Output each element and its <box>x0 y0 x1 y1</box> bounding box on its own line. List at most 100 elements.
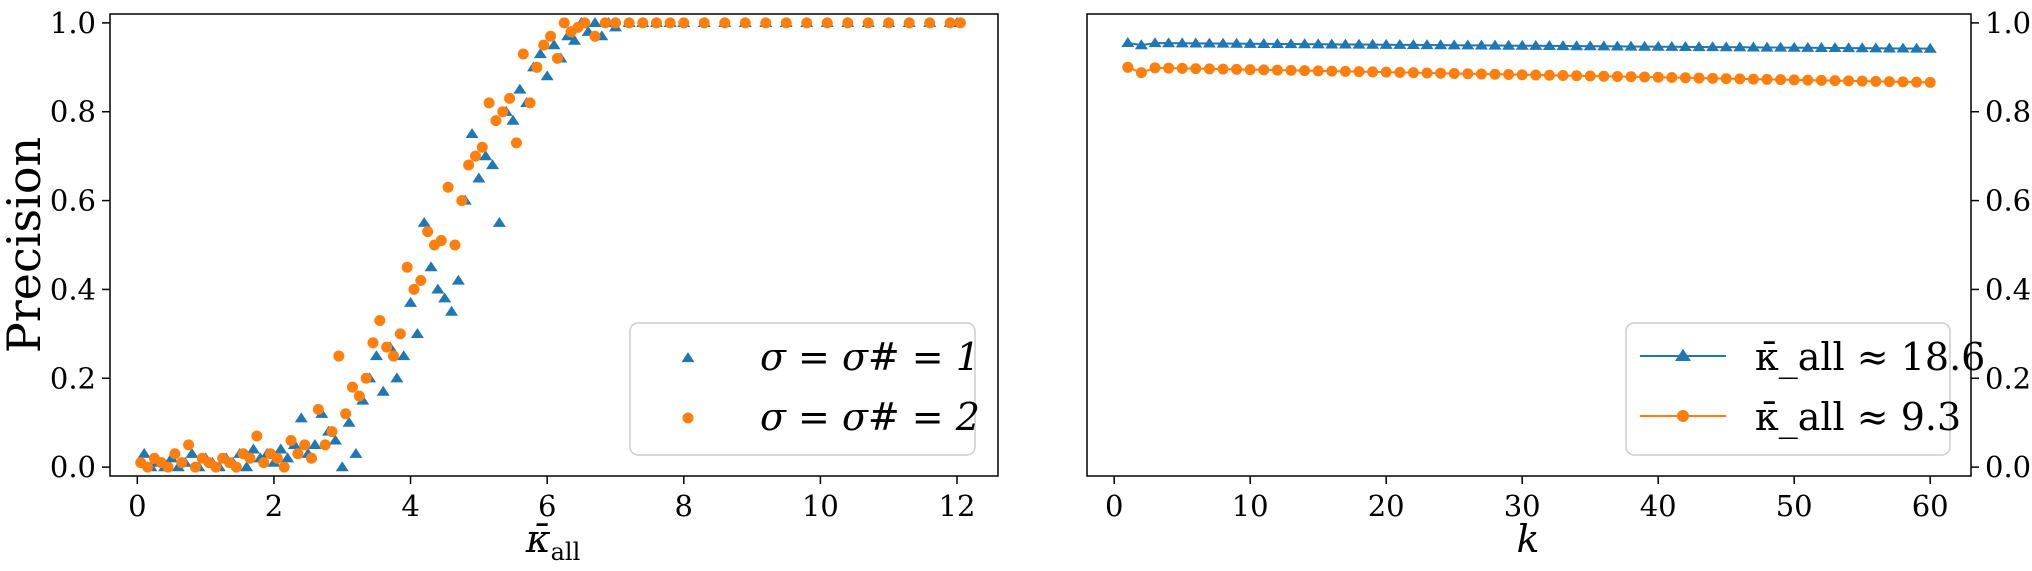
data-point-series-1 <box>486 159 500 170</box>
line-point-series-2 <box>1475 68 1487 80</box>
right-panel: 0 10 20 30 40 50 60 0.0 0.2 0.4 0.6 0.8 1.0 k κ̄_al… <box>1086 6 2031 561</box>
data-point-series-2 <box>169 448 181 460</box>
left-legend: σ = σ# = 1 σ = σ# = 2 <box>629 322 980 456</box>
data-point-series-1 <box>431 283 445 294</box>
all-subscript: all <box>551 538 581 566</box>
line-point-series-1 <box>1910 42 1924 53</box>
right-x-axis-label: k <box>1516 517 1539 561</box>
data-point-series-1 <box>540 70 554 81</box>
data-point-series-2 <box>862 17 874 29</box>
left-legend-box <box>629 322 976 456</box>
line-point-series-1 <box>1461 39 1475 50</box>
line-point-series-1 <box>1189 37 1203 48</box>
line-point-series-2 <box>1775 74 1787 86</box>
line-point-series-1 <box>1746 41 1760 52</box>
line-point-series-1 <box>1379 38 1393 49</box>
line-point-series-1 <box>1692 41 1706 52</box>
data-point-series-1 <box>376 385 390 396</box>
line-point-series-1 <box>1474 39 1488 50</box>
line-point-series-2 <box>1489 68 1501 80</box>
line-point-series-2 <box>1285 64 1297 76</box>
line-point-series-1 <box>1610 40 1624 51</box>
data-point-series-1 <box>274 443 288 454</box>
data-point-series-1 <box>588 17 602 27</box>
data-point-series-2 <box>821 17 833 29</box>
line-point-series-1 <box>1257 38 1271 48</box>
data-point-series-1 <box>424 261 438 272</box>
line-point-series-2 <box>1203 63 1215 75</box>
data-point-series-2 <box>517 48 529 60</box>
line-point-series-2 <box>1856 75 1868 87</box>
line-point-series-1 <box>1284 38 1298 49</box>
x-tick-label: 12 <box>939 489 976 523</box>
data-point-series-1 <box>533 48 547 59</box>
line-point-series-1 <box>1352 38 1366 49</box>
line-point-series-2 <box>1693 72 1705 84</box>
line-point-series-2 <box>1639 71 1651 83</box>
data-point-series-2 <box>551 52 563 64</box>
line-point-series-1 <box>1270 38 1284 49</box>
data-point-series-2 <box>415 275 427 287</box>
line-point-series-1 <box>1515 39 1529 50</box>
line-point-series-1 <box>1842 42 1856 53</box>
data-point-series-2 <box>285 434 297 446</box>
line-point-series-2 <box>1271 64 1283 76</box>
left-y-axis-label: Precision <box>0 137 51 353</box>
left-scatter-points <box>135 17 966 473</box>
line-point-series-1 <box>1175 37 1189 48</box>
data-point-series-2 <box>162 461 174 473</box>
line-point-series-1 <box>1338 38 1352 49</box>
line-point-series-1 <box>1325 38 1339 49</box>
data-point-series-1 <box>137 447 151 458</box>
x-tick-label: 0 <box>128 489 146 523</box>
legend-label-line-1: κ̄_all ≈ 18.6 <box>1755 335 1985 380</box>
line-point-series-1 <box>1134 39 1148 50</box>
data-point-series-2 <box>435 235 447 247</box>
data-point-series-2 <box>954 17 966 29</box>
data-point-series-2 <box>637 17 649 29</box>
legend-triangle-marker <box>681 352 695 363</box>
right-plot-frame <box>1086 13 1972 477</box>
data-point-series-2 <box>678 17 690 29</box>
data-point-series-2 <box>524 97 536 109</box>
line-point-series-1 <box>1624 40 1638 51</box>
line-point-series-1 <box>1706 41 1720 52</box>
line-point-series-2 <box>1611 71 1623 83</box>
data-point-series-2 <box>650 17 662 29</box>
data-point-series-2 <box>387 350 399 362</box>
data-point-series-2 <box>469 150 481 162</box>
line-point-series-2 <box>1122 61 1134 73</box>
line-point-series-1 <box>1162 37 1176 48</box>
data-point-series-2 <box>326 426 338 438</box>
data-point-series-2 <box>842 17 854 29</box>
line-point-series-2 <box>1720 73 1732 85</box>
line-point-series-1 <box>1420 39 1434 50</box>
line-point-series-1 <box>1651 40 1665 51</box>
data-point-series-2 <box>374 315 386 327</box>
data-point-series-2 <box>664 17 676 29</box>
line-point-series-2 <box>1571 70 1583 82</box>
y-tick-label: 0.6 <box>1985 184 2031 218</box>
line-point-series-2 <box>1598 70 1610 82</box>
line-point-series-2 <box>1326 65 1338 77</box>
data-point-series-2 <box>340 408 352 420</box>
data-point-series-2 <box>442 181 454 193</box>
data-point-series-2 <box>422 226 434 238</box>
line-point-series-1 <box>1855 42 1869 53</box>
data-point-series-2 <box>210 461 222 473</box>
line-point-series-2 <box>1353 66 1365 78</box>
legend-marker-series-1 <box>681 352 695 363</box>
data-point-series-2 <box>142 461 154 473</box>
data-point-series-2 <box>589 30 601 42</box>
legend-marker-line-2 <box>1677 410 1689 422</box>
data-point-series-2 <box>623 17 635 29</box>
y-tick-label: 0.4 <box>1985 272 2031 306</box>
data-point-series-1 <box>492 216 506 227</box>
line-point-series-2 <box>1897 76 1909 88</box>
line-point-series-1 <box>1733 41 1747 52</box>
line-point-series-1 <box>1583 40 1597 51</box>
data-point-series-1 <box>513 83 527 94</box>
data-point-series-2 <box>292 448 304 460</box>
data-point-series-1 <box>328 434 342 445</box>
